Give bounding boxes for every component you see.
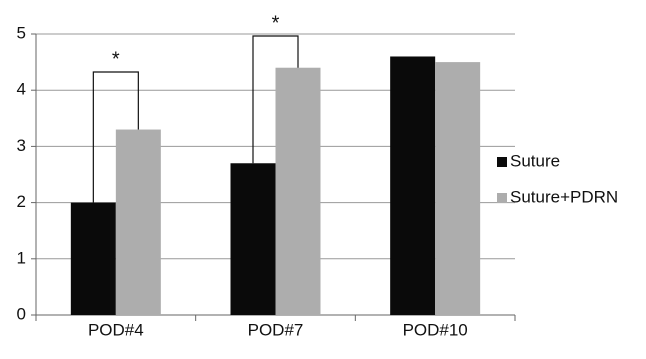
legend-label: Suture [510,151,560,170]
bar [115,129,161,315]
legend-swatch [497,193,507,203]
x-tick-label: POD#7 [248,320,304,339]
annotation: * [272,12,280,34]
x-tick-label: POD#10 [403,320,468,339]
legend-swatch [497,157,507,167]
bar [435,62,481,315]
y-tick-label: 1 [17,248,26,267]
bar [70,202,116,315]
annotation: * [112,48,120,70]
y-tick-label: 4 [17,80,26,99]
y-tick-label: 3 [17,136,26,155]
significance-bracket [92,71,139,203]
bar [390,56,436,315]
significance-bracket [252,35,299,164]
x-tick-label: POD#4 [88,320,144,339]
bar [275,67,321,315]
y-tick-label: 0 [17,304,26,323]
bar [230,163,276,315]
y-tick-label: 5 [17,23,26,42]
legend-label: Suture+PDRN [510,187,618,206]
y-tick-label: 2 [17,192,26,211]
